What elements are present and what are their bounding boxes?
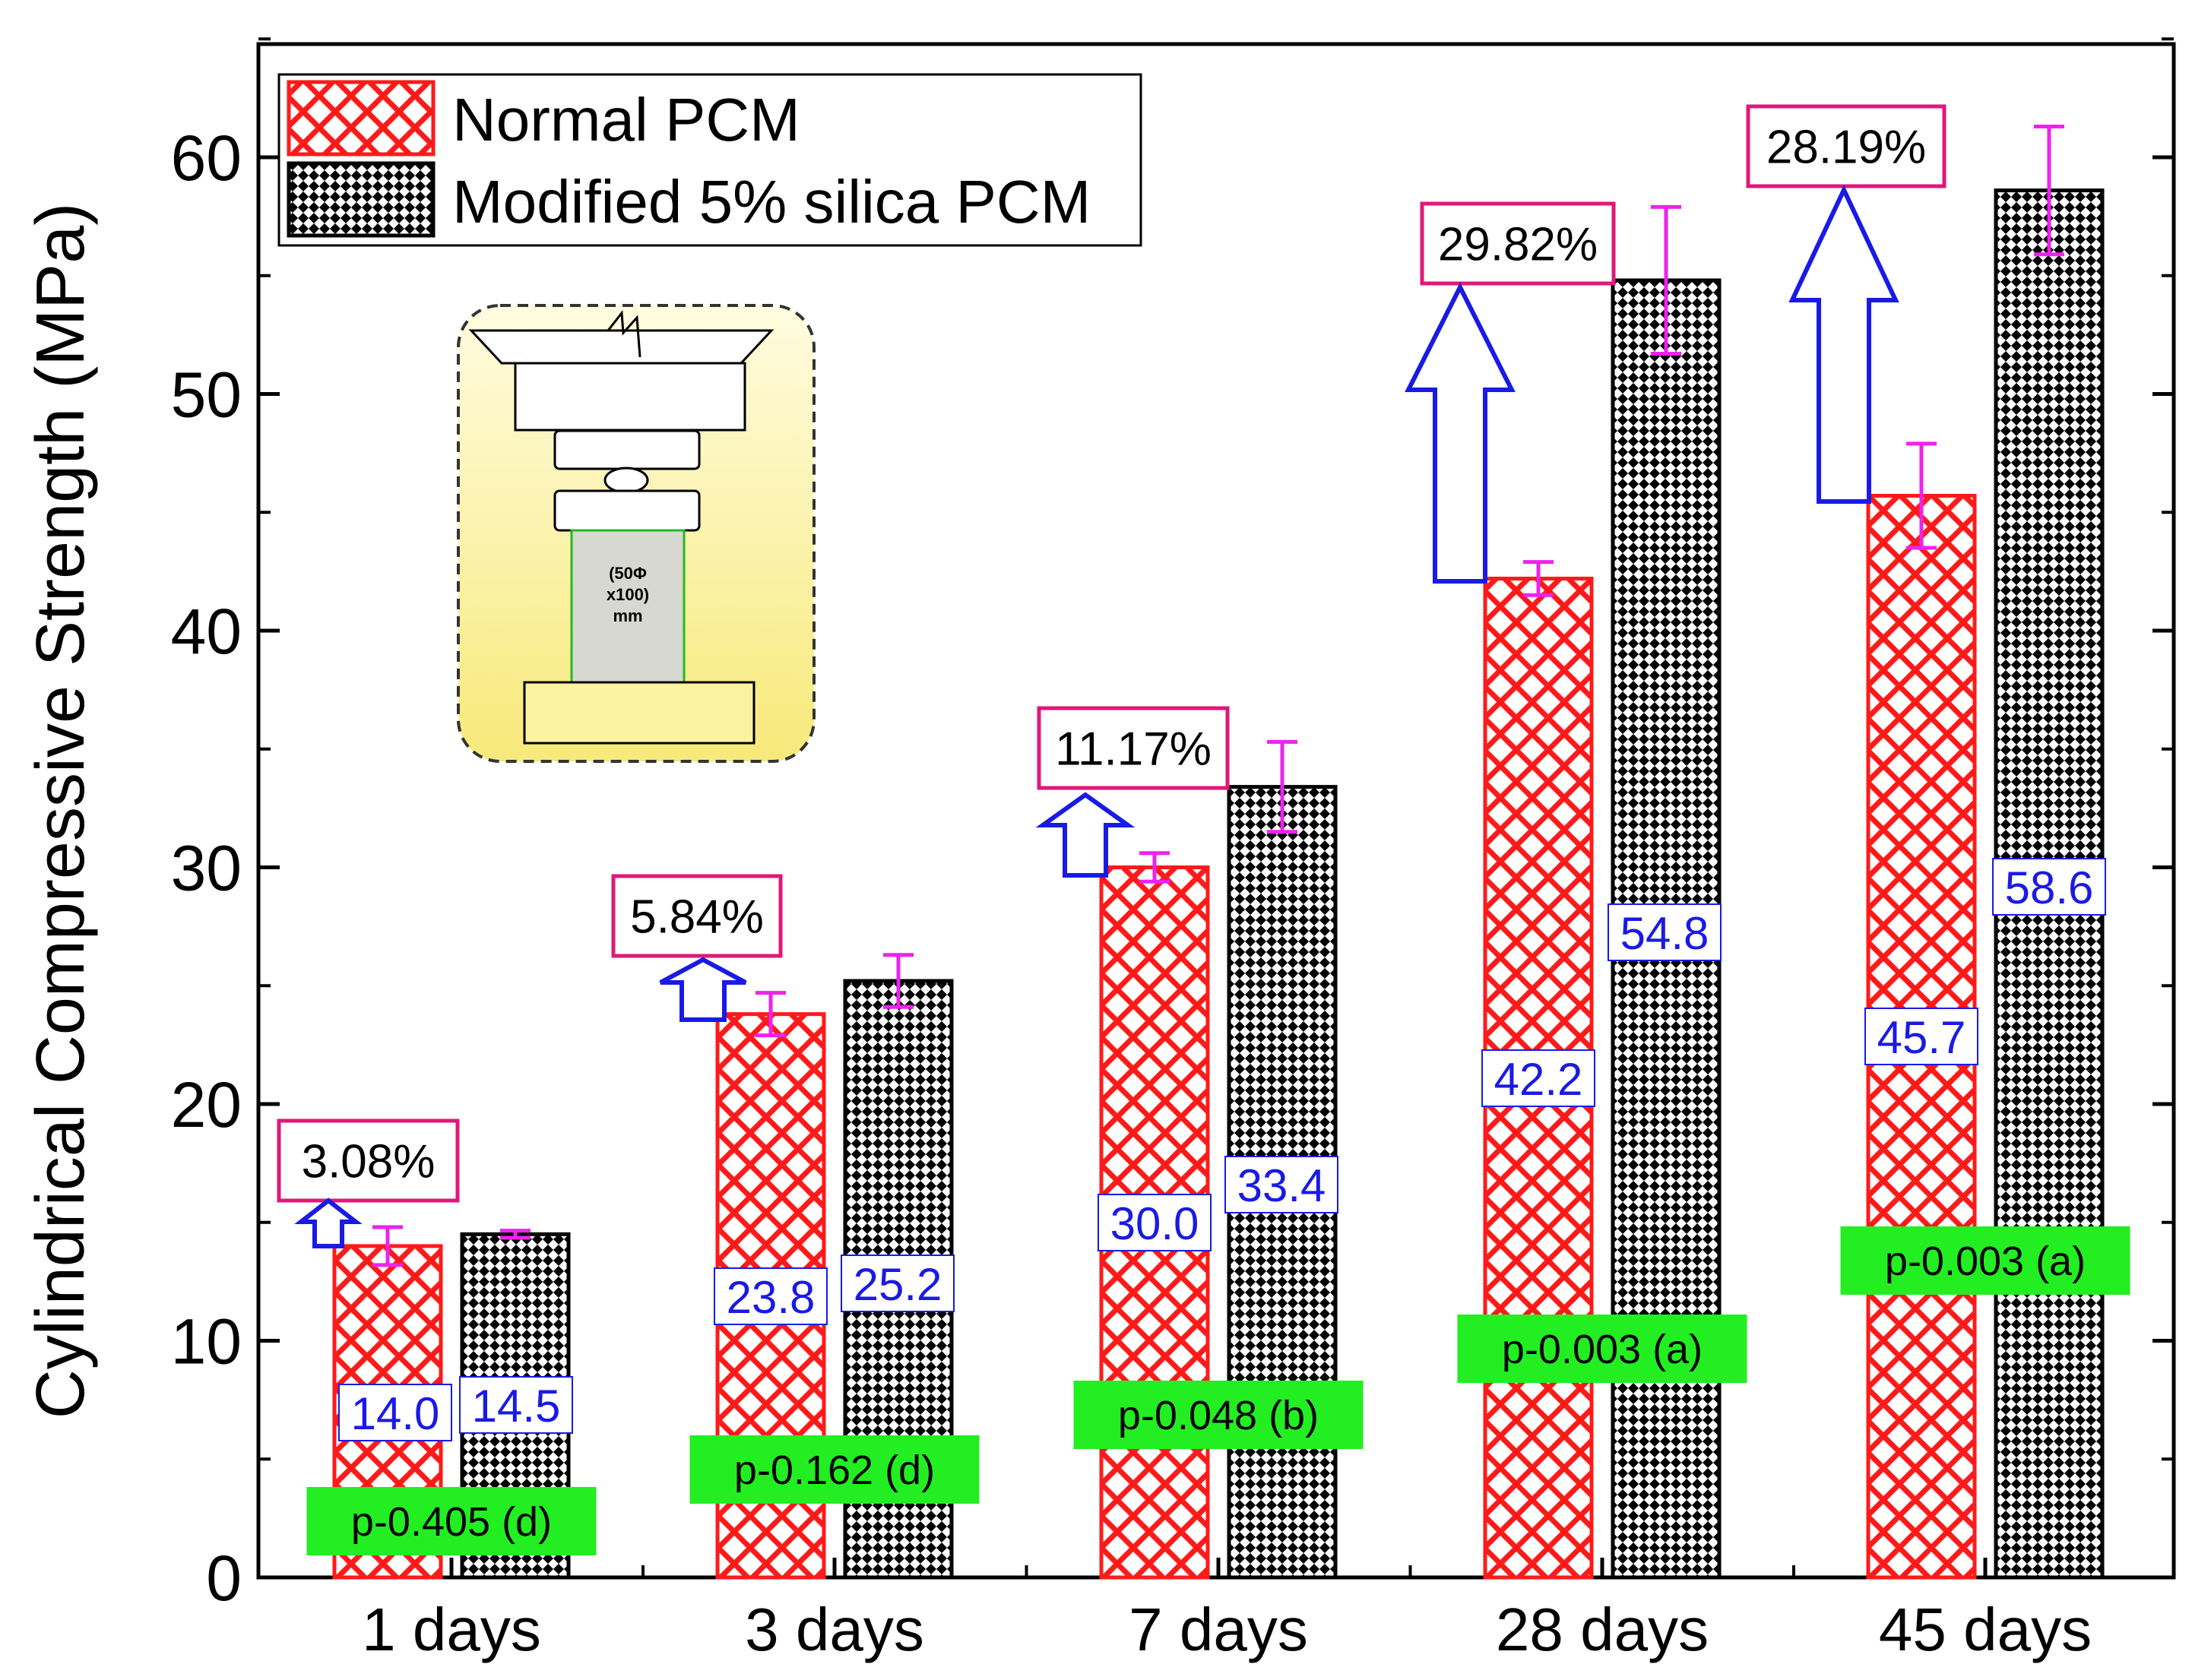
p-value-box	[1457, 1315, 1747, 1383]
value-label-box	[1481, 1049, 1595, 1107]
y-tick-label: 20	[171, 1069, 242, 1141]
legend-swatch-modified	[287, 161, 436, 238]
specimen-size-line3: mm	[613, 606, 642, 625]
increase-label: 11.17%	[1055, 723, 1212, 776]
value-label-box	[841, 1254, 955, 1312]
y-tick-label: 10	[171, 1306, 242, 1378]
test-setup-inset: (50Φ x100) mm	[457, 304, 816, 763]
loading-block	[514, 362, 746, 432]
x-tick-label: 45 days	[1879, 1596, 2092, 1663]
increase-arrow-icon	[294, 1198, 363, 1248]
lower-platen	[553, 489, 701, 532]
value-label: 45.7	[1877, 1012, 1966, 1063]
value-label: 23.8	[727, 1272, 816, 1323]
p-value-box	[1073, 1381, 1364, 1449]
loading-head-icon	[468, 329, 774, 365]
specimen-size-line2: x100)	[607, 585, 649, 604]
p-value-label: p-0.048 (b)	[1118, 1393, 1319, 1438]
value-label-box	[1098, 1194, 1212, 1251]
x-tick-label: 3 days	[745, 1596, 924, 1663]
value-label-box	[1224, 1156, 1338, 1213]
legend-swatch-normal	[287, 80, 436, 157]
increase-arrow-icon	[1405, 282, 1516, 584]
y-axis-title: Cylindrical Compressive Strength (MPa)	[23, 203, 99, 1419]
value-label: 30.0	[1110, 1198, 1199, 1249]
cylinder-specimen	[570, 529, 686, 684]
value-label: 54.8	[1620, 908, 1709, 959]
increase-arrow-icon	[1035, 792, 1136, 878]
x-tick-label: 7 days	[1129, 1596, 1308, 1663]
value-label-box	[338, 1384, 452, 1441]
y-tick-label: 60	[171, 122, 242, 194]
increase-arrow-icon	[659, 957, 747, 1022]
upper-platen	[553, 429, 701, 470]
value-label-box	[1992, 858, 2106, 916]
y-tick-label: 0	[206, 1542, 242, 1614]
y-tick-label: 50	[171, 359, 242, 431]
increase-box	[1420, 201, 1616, 286]
value-label: 58.6	[2005, 862, 2094, 913]
specimen-size-line1: (50Φ	[609, 564, 647, 583]
increase-box	[1746, 104, 1947, 188]
p-value-label: p-0.003 (a)	[1502, 1327, 1703, 1372]
p-value-label: p-0.405 (d)	[351, 1499, 552, 1545]
value-label-box	[459, 1376, 573, 1434]
p-value-box	[689, 1435, 980, 1504]
base-plate	[523, 681, 755, 745]
legend: Normal PCM Modified 5% silica PCM	[277, 73, 1142, 247]
ball-seat-icon	[603, 467, 649, 494]
increase-label: 28.19%	[1766, 122, 1926, 174]
value-label-box	[714, 1267, 828, 1325]
legend-label-modified: Modified 5% silica PCM	[452, 168, 1091, 236]
y-tick-label: 30	[171, 833, 242, 904]
x-tick-label: 28 days	[1496, 1596, 1709, 1663]
p-value-label: p-0.162 (d)	[734, 1447, 935, 1493]
value-label: 25.2	[854, 1259, 942, 1310]
x-tick-label: 1 days	[362, 1596, 541, 1663]
increase-arrow-icon	[1788, 184, 1899, 504]
annotation-group: 14.0 23.8 30.0 42.2 45.7 14.5 25.2 33.4 54.8 58.6…	[277, 104, 2130, 1555]
value-label: 14.0	[351, 1388, 440, 1439]
value-label-box	[1608, 903, 1722, 961]
p-value-label: p-0.003 (a)	[1885, 1239, 2086, 1284]
increase-box	[1037, 706, 1230, 790]
load-zigzag-icon	[607, 310, 641, 358]
value-label: 42.2	[1494, 1054, 1583, 1105]
legend-label-normal: Normal PCM	[452, 86, 800, 153]
increase-label: 3.08%	[302, 1136, 436, 1188]
increase-label: 29.82%	[1438, 219, 1598, 271]
value-label: 14.5	[472, 1381, 561, 1432]
x-axis: 1 days 3 days 7 days 28 days 45 days	[362, 1558, 2092, 1663]
p-value-box	[306, 1487, 597, 1555]
p-value-box	[1840, 1226, 2130, 1295]
increase-box	[277, 1118, 460, 1203]
increase-box	[611, 874, 783, 958]
increase-label: 5.84%	[630, 891, 764, 944]
y-axis: 0 10 20 30 40 50 60	[171, 37, 2174, 1614]
value-label: 33.4	[1237, 1160, 1326, 1211]
y-tick-label: 40	[171, 596, 242, 667]
value-label-box	[1864, 1008, 1978, 1065]
